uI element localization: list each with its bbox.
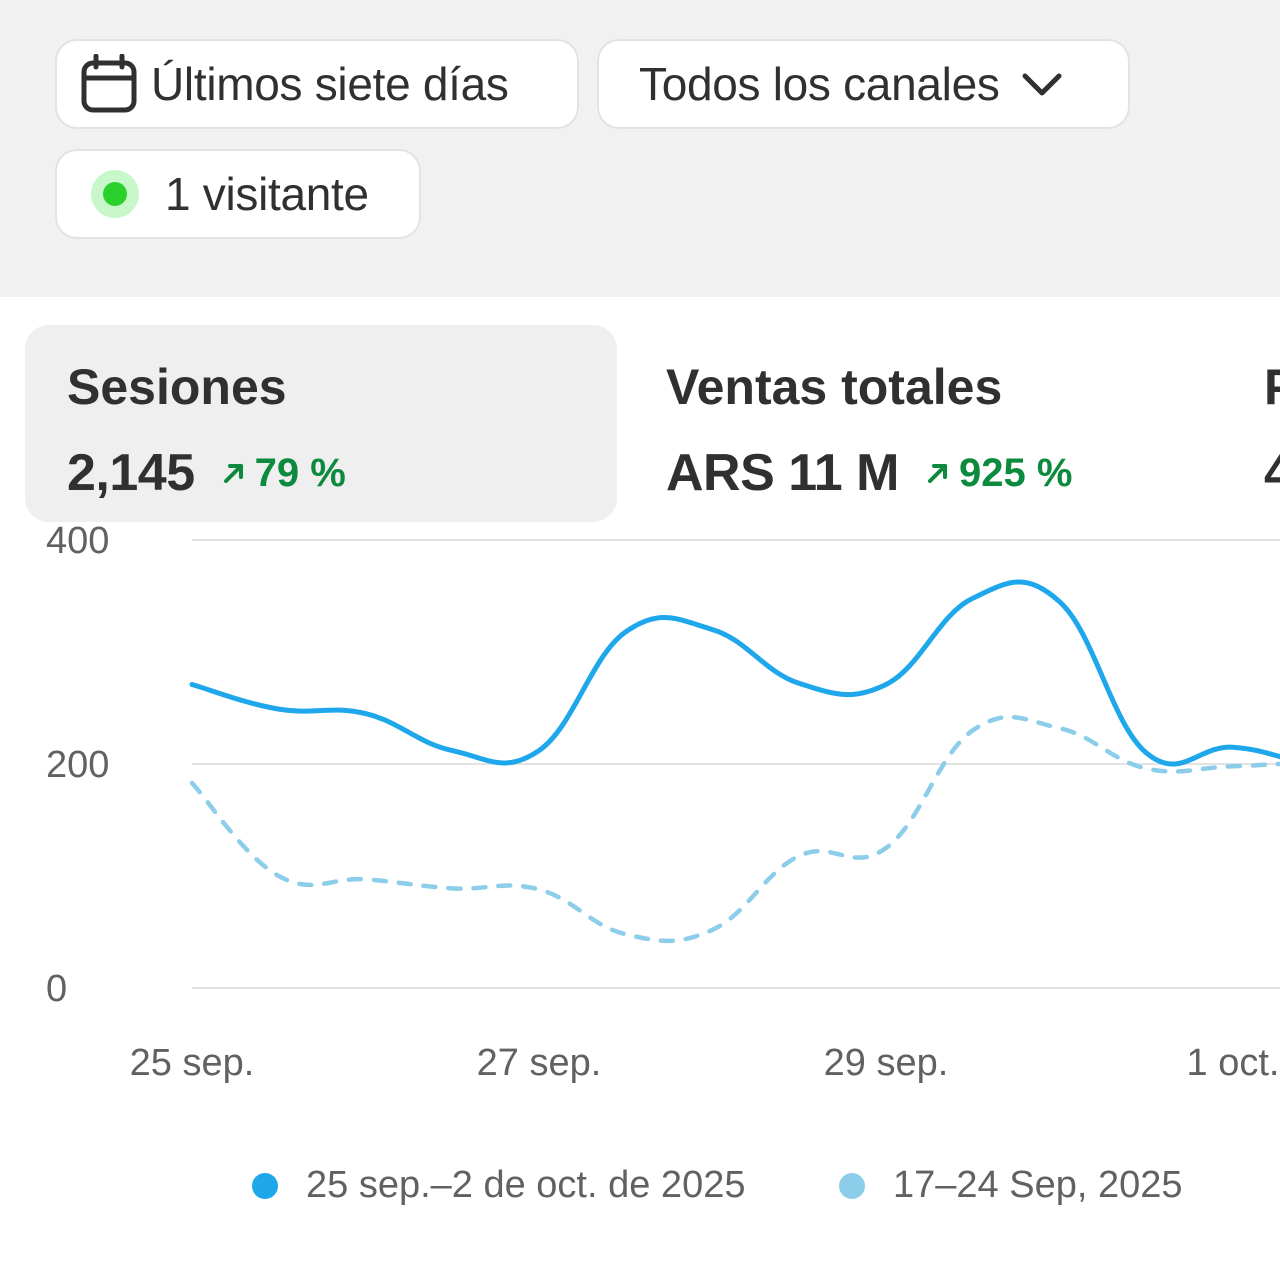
legend-swatch-icon (839, 1173, 865, 1199)
x-axis: 25 sep. 27 sep. 29 sep. 1 oct. (130, 1042, 1280, 1084)
live-visitors-button[interactable]: 1 visitante (55, 149, 421, 239)
metric-title: P (1264, 358, 1280, 416)
metric-value: 2,145 (67, 444, 195, 502)
x-tick-label: 29 sep. (824, 1042, 949, 1084)
metric-value: ARS 11 M (666, 444, 899, 502)
y-tick-label: 400 (46, 520, 109, 562)
arrow-up-right-icon (927, 464, 947, 483)
x-tick-label: 25 sep. (130, 1042, 255, 1084)
metric-delta-value: 925 % (958, 450, 1073, 495)
metric-title: Ventas totales (666, 359, 1003, 415)
metric-delta: 79 % (221, 451, 346, 496)
legend-item[interactable]: 25 sep.–2 de oct. de 2025 (252, 1164, 745, 1206)
metric-title: Sesiones (67, 359, 287, 415)
live-dot-icon (91, 170, 139, 218)
arrow-up-right-icon (223, 464, 243, 483)
metric-delta: 925 % (925, 451, 1072, 496)
series-line-current (189, 579, 1280, 767)
chevron-down-icon (1022, 73, 1062, 96)
x-tick-label: 27 sep. (477, 1042, 602, 1084)
metric-delta-value: 79 % (254, 450, 346, 495)
grid-lines (192, 539, 1280, 989)
metric-value: 4 (1264, 444, 1280, 502)
legend-label: 25 sep.–2 de oct. de 2025 (306, 1164, 745, 1206)
y-tick-label: 200 (46, 744, 109, 786)
calendar-icon (81, 54, 137, 113)
series-lines (189, 579, 1280, 944)
y-tick-label: 0 (46, 968, 67, 1010)
channel-label: Todos los canales (639, 58, 1000, 110)
y-axis: 400 200 0 (46, 520, 109, 1010)
metric-card-cropped[interactable]: P 4 (1240, 325, 1280, 522)
live-visitors-label: 1 visitante (165, 168, 369, 220)
legend-swatch-icon (252, 1173, 278, 1199)
date-range-button[interactable]: Últimos siete días (55, 39, 579, 129)
series-line-previous (189, 714, 1280, 944)
channel-select[interactable]: Todos los canales (597, 39, 1130, 129)
sessions-line-chart: 400 200 0 25 sep. 27 sep. 29 sep. 1 oct. 25 s… (46, 520, 1280, 1206)
legend: 25 sep.–2 de oct. de 2025 17–24 Sep, 2025 (252, 1164, 1183, 1206)
metric-card-total-sales[interactable]: Ventas totales ARS 11 M 925 % (641, 325, 1201, 522)
metric-card-sessions[interactable]: Sesiones 2,145 79 % (25, 325, 617, 522)
legend-label: 17–24 Sep, 2025 (893, 1164, 1183, 1206)
date-range-label: Últimos siete días (151, 58, 509, 110)
legend-item[interactable]: 17–24 Sep, 2025 (839, 1164, 1183, 1206)
x-tick-label: 1 oct. (1187, 1042, 1280, 1084)
